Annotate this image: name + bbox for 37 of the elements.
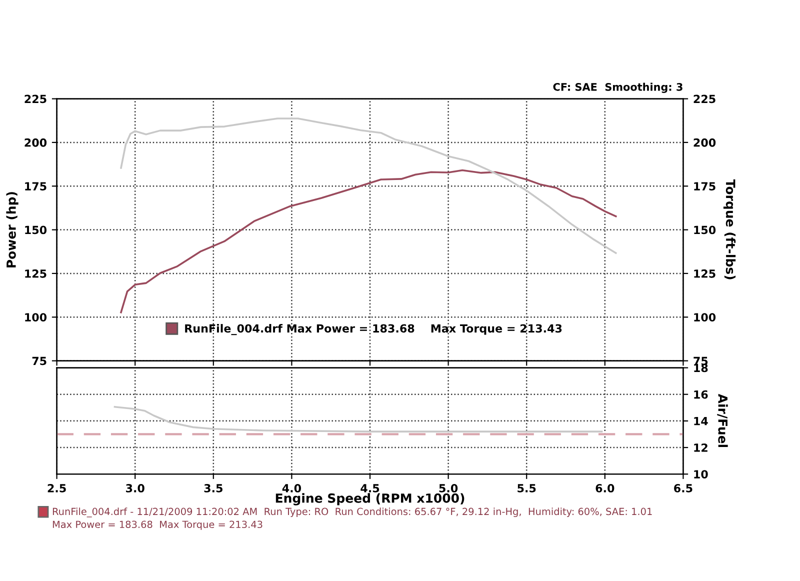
y-tick-label: 150 — [25, 226, 47, 234]
x-tick-label: 2.5 — [48, 484, 66, 492]
y-tick-label: 75 — [32, 356, 46, 366]
y-tick-label: 200 — [24, 138, 47, 147]
line-series — [114, 406, 603, 432]
legend-label: RunFile_004.drf Max Power = 183.68 Max Torque = 213.43 — [185, 324, 562, 336]
y2-tick-label: 225 — [694, 94, 716, 104]
y2-tick-label: 200 — [694, 138, 716, 147]
text: CF: SAE Smoothing: 3 — [553, 82, 682, 93]
y2-tick-label: 10 — [694, 470, 708, 478]
x-tick-label: 6.5 — [674, 484, 692, 492]
y-tick-label: 100 — [25, 313, 47, 322]
x-tick-label: 5.5 — [518, 484, 536, 492]
y2-tick-label: 12 — [694, 443, 708, 452]
y-tick-label: 175 — [25, 182, 46, 190]
y-axis-title: Power (hp) — [6, 192, 18, 268]
x-tick-label: 5.0 — [439, 484, 458, 492]
x-tick-label: 3.0 — [126, 484, 144, 492]
text: RunFile_004.drf - 11/21/2009 11:20:02 AM Run Type: RO Run Conditions: 65.67 °F, 29.12 in-Hg, Humidity: 60%, SAE: 1.01 — [52, 508, 652, 518]
text: Max Power = 183.68 Max Torque = 213.43 — [52, 520, 262, 530]
x-axis-title: Engine Speed (RPM x1000) — [276, 493, 464, 506]
y2-axis-title: Air/Fuel — [717, 394, 728, 448]
y-tick-label: 125 — [25, 269, 46, 278]
y2-tick-label: 16 — [694, 390, 708, 399]
x-tick-label: 4.5 — [360, 484, 380, 492]
y2-tick-label: 125 — [694, 269, 716, 278]
x-tick-label: 3.5 — [204, 484, 222, 492]
y2-tick-label: 100 — [694, 313, 716, 322]
line-series — [120, 169, 617, 314]
y-tick-label: 225 — [24, 94, 46, 104]
y2-tick-label: 175 — [694, 182, 716, 190]
y2-axis-title: Torque (ft-lbs) — [723, 179, 736, 280]
x-tick-label: 6.0 — [596, 484, 614, 492]
y2-tick-label: 14 — [694, 417, 708, 426]
x-tick-label: 4.0 — [282, 484, 302, 492]
line-series — [120, 118, 617, 254]
y2-tick-label: 150 — [694, 226, 716, 234]
